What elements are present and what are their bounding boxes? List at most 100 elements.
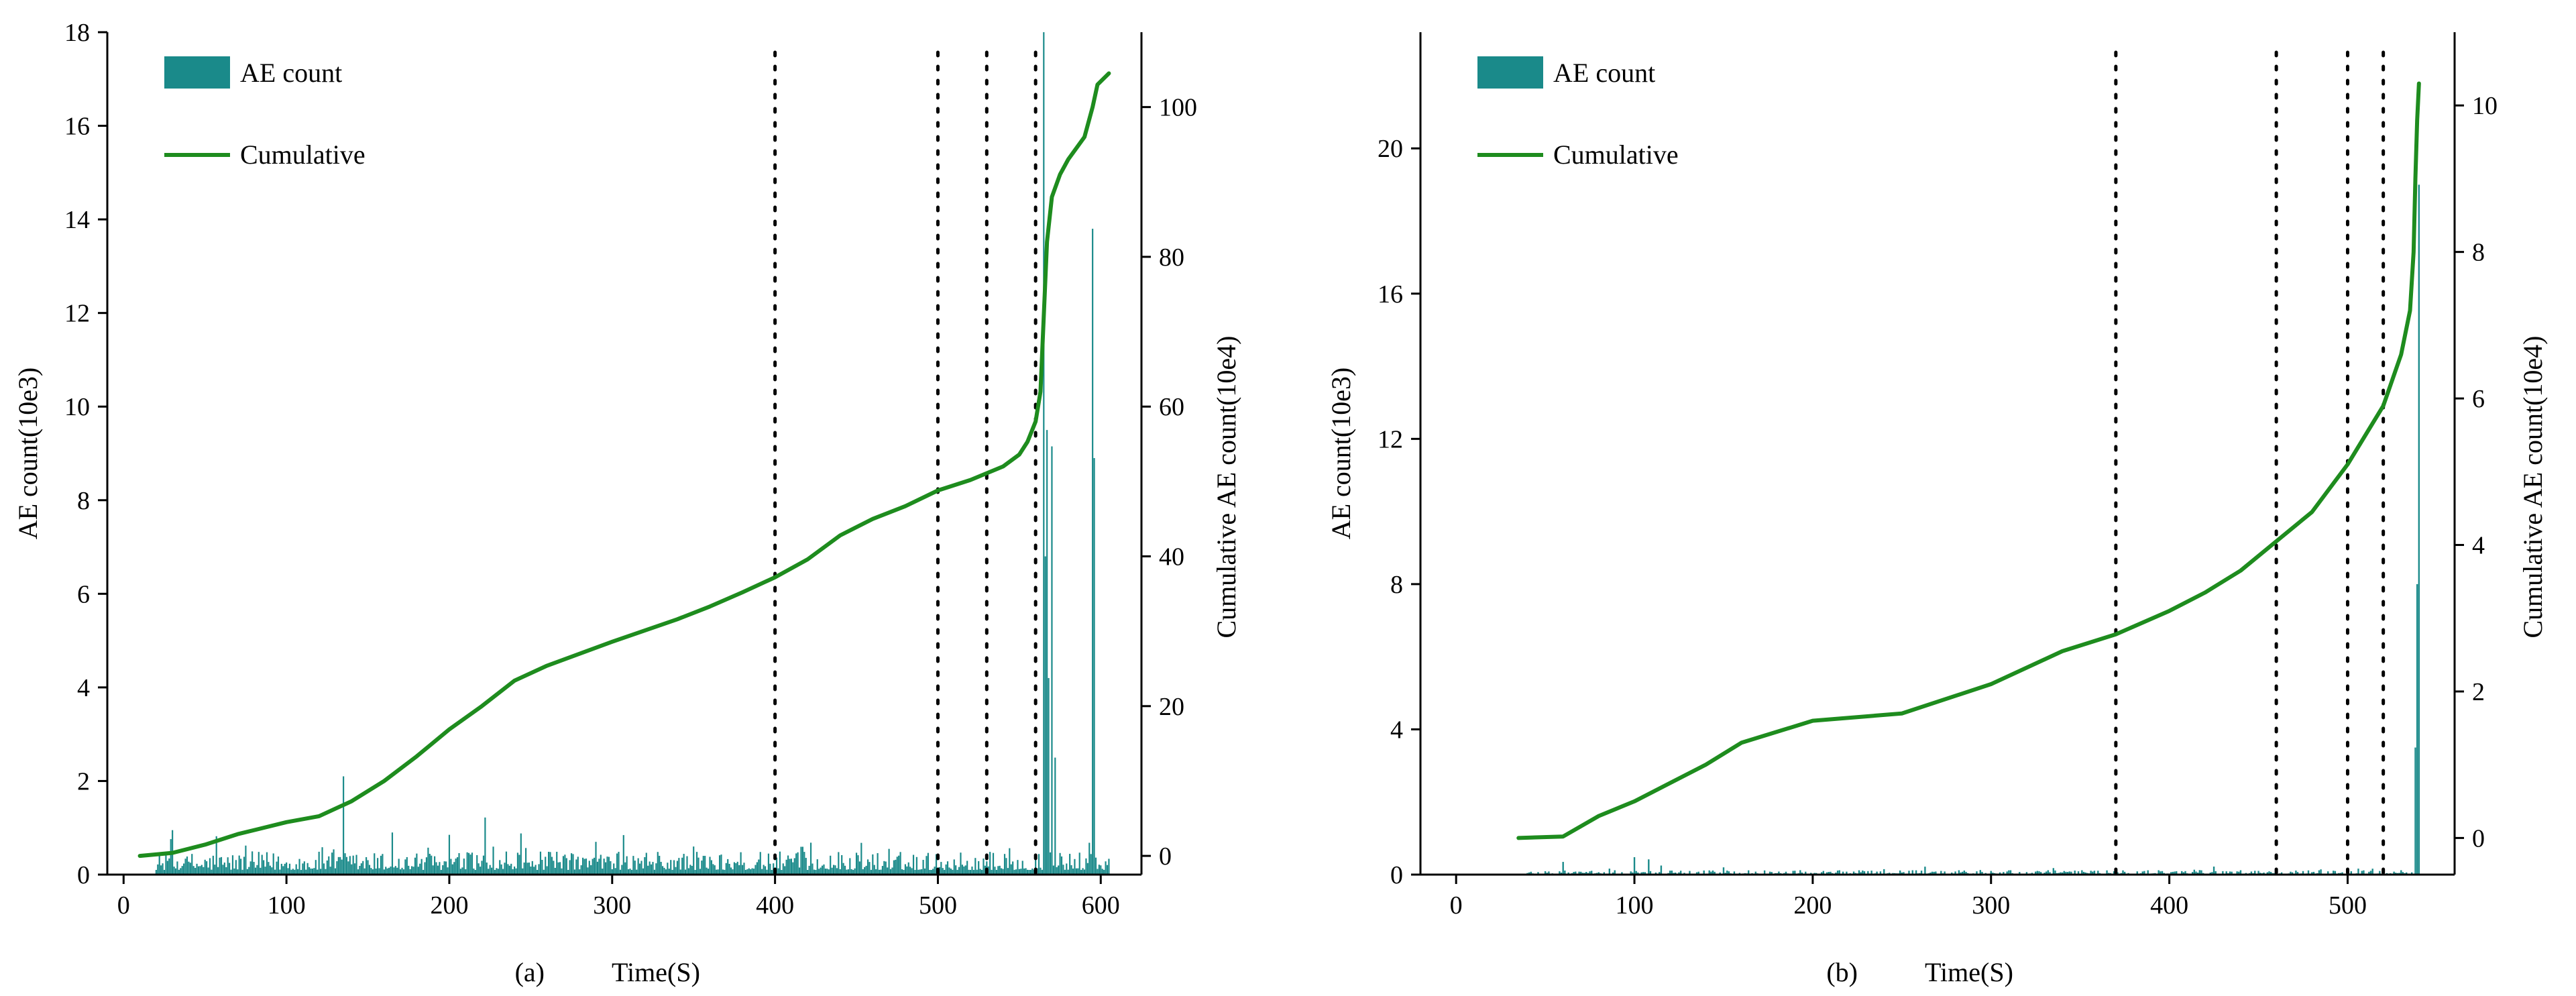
ae-count-bar (425, 857, 428, 875)
ae-count-bar (310, 868, 312, 875)
ae-count-bar (1858, 870, 1860, 875)
ae-count-bar (877, 852, 879, 875)
ae-count-bar (2090, 871, 2092, 875)
ae-count-bar (282, 866, 284, 875)
ae-count-bar (2065, 871, 2067, 875)
ae-count-bar (318, 851, 320, 875)
ae-count-bars (1526, 184, 2420, 875)
ae-count-bar (917, 869, 919, 875)
ae-count-bar (927, 852, 929, 875)
ae-count-bar (798, 867, 801, 875)
ae-count-bar (885, 861, 887, 875)
ae-count-bar (588, 861, 590, 875)
ae-count-bar (466, 852, 468, 875)
ae-count-bar (440, 870, 442, 875)
ae-count-bar (2068, 871, 2070, 875)
ae-count-bar (709, 856, 711, 875)
ae-count-bar (649, 861, 651, 875)
ae-count-bar (2229, 871, 2231, 875)
ae-count-bar (496, 868, 498, 875)
ae-count-bar (912, 854, 915, 875)
ae-count-bar (888, 848, 890, 875)
ae-count-bar (217, 867, 219, 875)
legend-bar-label: AE count (240, 58, 342, 88)
ae-count-bar (522, 868, 524, 875)
ae-count-bar (944, 869, 946, 875)
ae-count-bar (1863, 871, 1866, 875)
ae-count-bar (500, 864, 502, 875)
ae-count-bar (306, 863, 309, 875)
ae-count-bar (838, 852, 840, 875)
ae-count-bar (2268, 871, 2270, 875)
ae-count-bar (2295, 870, 2297, 875)
ae-count-bar (1106, 865, 1109, 875)
ae-count-bar (1714, 871, 1716, 875)
ae-count-bar (2350, 871, 2352, 875)
ae-count-bar (377, 858, 379, 875)
ae-count-bar (2025, 872, 2028, 875)
ae-count-bar (424, 862, 426, 875)
ae-count-bar (2200, 870, 2202, 875)
ae-count-bar (2257, 871, 2259, 875)
ae-count-bar (663, 867, 665, 875)
ae-count-bar (629, 869, 631, 875)
ae-count-bar (321, 847, 323, 875)
ae-count-bar (556, 851, 558, 875)
ae-count-bar (896, 856, 898, 875)
ae-count-bar (767, 853, 770, 875)
ae-count-bar (569, 860, 571, 875)
ae-count-bar (359, 865, 361, 875)
ae-count-bar (383, 869, 385, 875)
ae-count-bar (974, 858, 976, 875)
ae-count-bar (2141, 871, 2143, 875)
ae-count-bar (701, 861, 703, 875)
ae-count-bar (2400, 870, 2402, 875)
ae-count-bar (803, 852, 805, 875)
ae-count-bar (168, 858, 170, 875)
ae-count-bar (758, 859, 760, 875)
ae-count-bar (889, 869, 892, 875)
x-tick-label: 100 (1616, 891, 1654, 920)
ae-count-bar (325, 869, 327, 875)
ae-count-bar (1075, 868, 1077, 875)
ae-count-bar (1640, 872, 1642, 875)
ae-count-bar (1028, 870, 1030, 875)
ae-count-bar (323, 863, 325, 875)
ae-count-bar (2341, 872, 2343, 875)
ae-count-bar (298, 859, 300, 875)
ae-count-bar (1935, 871, 1937, 875)
y-left-tick-label: 0 (77, 861, 90, 889)
ae-count-bar (427, 847, 429, 875)
ae-count-bar (583, 859, 585, 875)
ae-count-bar (1655, 872, 1657, 875)
ae-count-bar (292, 869, 294, 875)
ae-count-bar (958, 867, 960, 875)
ae-count-bar (277, 856, 280, 875)
ae-count-bar (199, 866, 201, 875)
ae-count-bar (1058, 865, 1060, 875)
ae-count-bar (893, 860, 895, 875)
ae-count-bar (1038, 854, 1040, 875)
ae-count-bar (2363, 870, 2365, 875)
ae-count-bar (2045, 871, 2048, 875)
ae-count-bar (512, 869, 514, 875)
ae-count-bar (994, 867, 996, 875)
ae-count-bar (465, 869, 467, 875)
ae-count-bar (935, 854, 938, 875)
y-right-tick-label: 10 (2472, 92, 2498, 120)
ae-count-bar (1635, 871, 1637, 875)
ae-count-bar (223, 863, 225, 875)
ae-count-bar (671, 869, 673, 875)
ae-count-bar (2081, 870, 2083, 875)
ae-count-bar (1021, 861, 1023, 875)
x-tick-label: 300 (593, 891, 631, 920)
ae-count-bar (1083, 869, 1086, 875)
ae-count-bar (390, 866, 392, 875)
ae-count-bar (188, 861, 190, 875)
ae-count-bar (305, 869, 307, 875)
ae-count-bar (580, 865, 582, 875)
ae-count-bar (251, 851, 254, 875)
ae-count-bar (2368, 871, 2370, 875)
ae-count-bar (489, 865, 491, 875)
ae-count-bar (2082, 871, 2085, 875)
